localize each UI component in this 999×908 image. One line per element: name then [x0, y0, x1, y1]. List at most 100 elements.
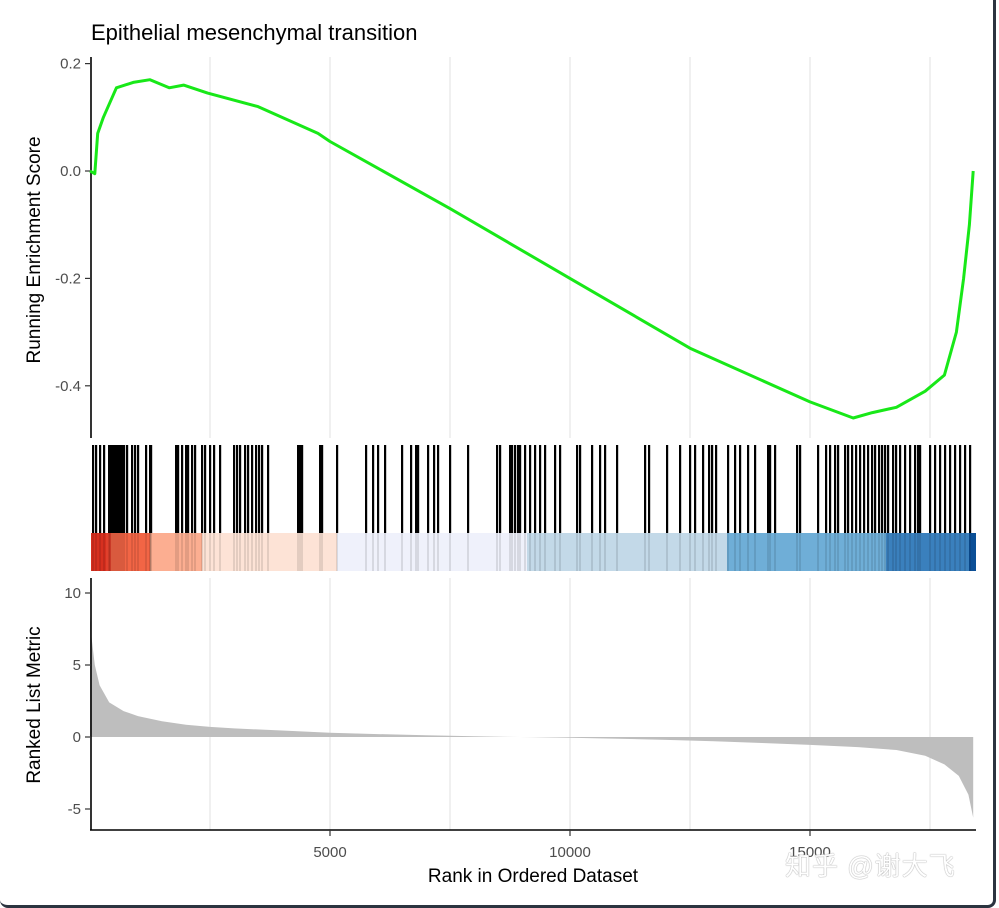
- gene-hit: [244, 445, 247, 533]
- watermark: 知乎 @谢大飞: [785, 851, 956, 881]
- gene-hit: [689, 445, 692, 533]
- gene-hit: [825, 445, 828, 533]
- gene-hit: [799, 445, 802, 533]
- y-tick-label: -0.2: [55, 270, 81, 287]
- gene-hit: [829, 445, 832, 533]
- gene-hit: [117, 445, 120, 533]
- gene-hit: [209, 445, 212, 533]
- gene-hit: [644, 445, 647, 533]
- gene-hit: [539, 445, 542, 533]
- bottom-panel-gridlines: [209, 578, 931, 830]
- gene-hit: [884, 445, 887, 533]
- gene-hit: [796, 445, 799, 533]
- gene-hit: [604, 445, 607, 533]
- gene-hit: [934, 445, 937, 533]
- band-segment: [202, 533, 337, 571]
- y-tick-label: 0.0: [60, 163, 81, 180]
- gene-hit: [534, 445, 537, 533]
- gene-hit: [881, 445, 884, 533]
- gene-hit: [529, 445, 532, 533]
- gene-hit: [871, 445, 874, 533]
- gene-hit: [251, 445, 254, 533]
- gene-hit: [904, 445, 907, 533]
- gene-hit: [694, 445, 697, 533]
- gene-hit: [909, 445, 912, 533]
- gene-hit: [119, 445, 122, 533]
- gene-hit: [859, 445, 862, 533]
- gene-hit: [99, 445, 102, 533]
- band-segment: [727, 533, 886, 571]
- gene-hit: [867, 445, 870, 533]
- gene-hit: [837, 445, 840, 533]
- gene-hit: [954, 445, 957, 533]
- gene-hit: [964, 445, 967, 533]
- running-enrichment-curve: [89, 78, 975, 420]
- gene-hit: [194, 445, 197, 533]
- gene-hit: [917, 445, 920, 533]
- gene-hit: [123, 445, 126, 533]
- gene-hit: [715, 445, 718, 533]
- y-tick-label: 5: [73, 657, 81, 674]
- gene-hit: [734, 445, 737, 533]
- gene-hit: [855, 445, 858, 533]
- y-tick-label: -0.4: [55, 378, 81, 395]
- gene-hit: [666, 445, 669, 533]
- gene-hit: [496, 445, 499, 533]
- gene-hit: [874, 445, 877, 533]
- gene-hit: [336, 445, 339, 533]
- gene-hit: [204, 445, 207, 533]
- top-y-axis-label: Running Enrichment Score: [24, 136, 45, 363]
- gene-hit: [739, 445, 742, 533]
- gene-hit: [150, 445, 153, 533]
- gene-hit: [134, 445, 137, 533]
- gene-hit: [895, 445, 898, 533]
- gene-hit: [467, 445, 470, 533]
- band-segment: [111, 533, 150, 571]
- gene-hit: [554, 445, 557, 533]
- band-segment: [886, 533, 969, 571]
- bottom-y-ticks: 10 5 0 -5: [64, 585, 91, 818]
- gene-hit: [267, 445, 270, 533]
- gene-hit: [708, 445, 711, 533]
- gene-hit: [599, 445, 602, 533]
- y-tick-label: 0.2: [60, 56, 81, 73]
- gene-hit: [111, 445, 114, 533]
- band-segment: [337, 533, 527, 571]
- gene-hit: [185, 445, 188, 533]
- gene-hit: [511, 445, 514, 533]
- gene-hit: [131, 445, 134, 533]
- gene-hit: [384, 445, 387, 533]
- gene-hit: [175, 445, 178, 533]
- gene-hit: [415, 445, 418, 533]
- gene-hit: [851, 445, 854, 533]
- y-tick-label: 10: [64, 585, 81, 602]
- gene-hit: [969, 445, 972, 533]
- gene-hit: [177, 445, 180, 533]
- gene-hit: [233, 445, 236, 533]
- gene-hit: [449, 445, 452, 533]
- gene-hit: [427, 445, 430, 533]
- gene-hit: [365, 445, 368, 533]
- gene-hit: [239, 445, 242, 533]
- gene-hit: [817, 445, 820, 533]
- gene-hit: [299, 445, 302, 533]
- gene-hit: [319, 445, 322, 533]
- gene-hit: [213, 445, 216, 533]
- gene-hit: [219, 445, 222, 533]
- gene-hit: [261, 445, 264, 533]
- gene-hit: [437, 445, 440, 533]
- gene-hit: [899, 445, 902, 533]
- band-segment: [150, 533, 202, 571]
- gene-hit: [499, 445, 502, 533]
- gene-hit: [410, 445, 413, 533]
- gene-hit: [236, 445, 239, 533]
- gene-hit: [509, 445, 512, 533]
- gene-hit: [559, 445, 562, 533]
- gene-hit: [919, 445, 922, 533]
- gene-hit: [576, 445, 579, 533]
- band-segment: [969, 533, 976, 571]
- gene-hit: [878, 445, 881, 533]
- gene-hit: [519, 445, 522, 533]
- gene-hit: [754, 445, 757, 533]
